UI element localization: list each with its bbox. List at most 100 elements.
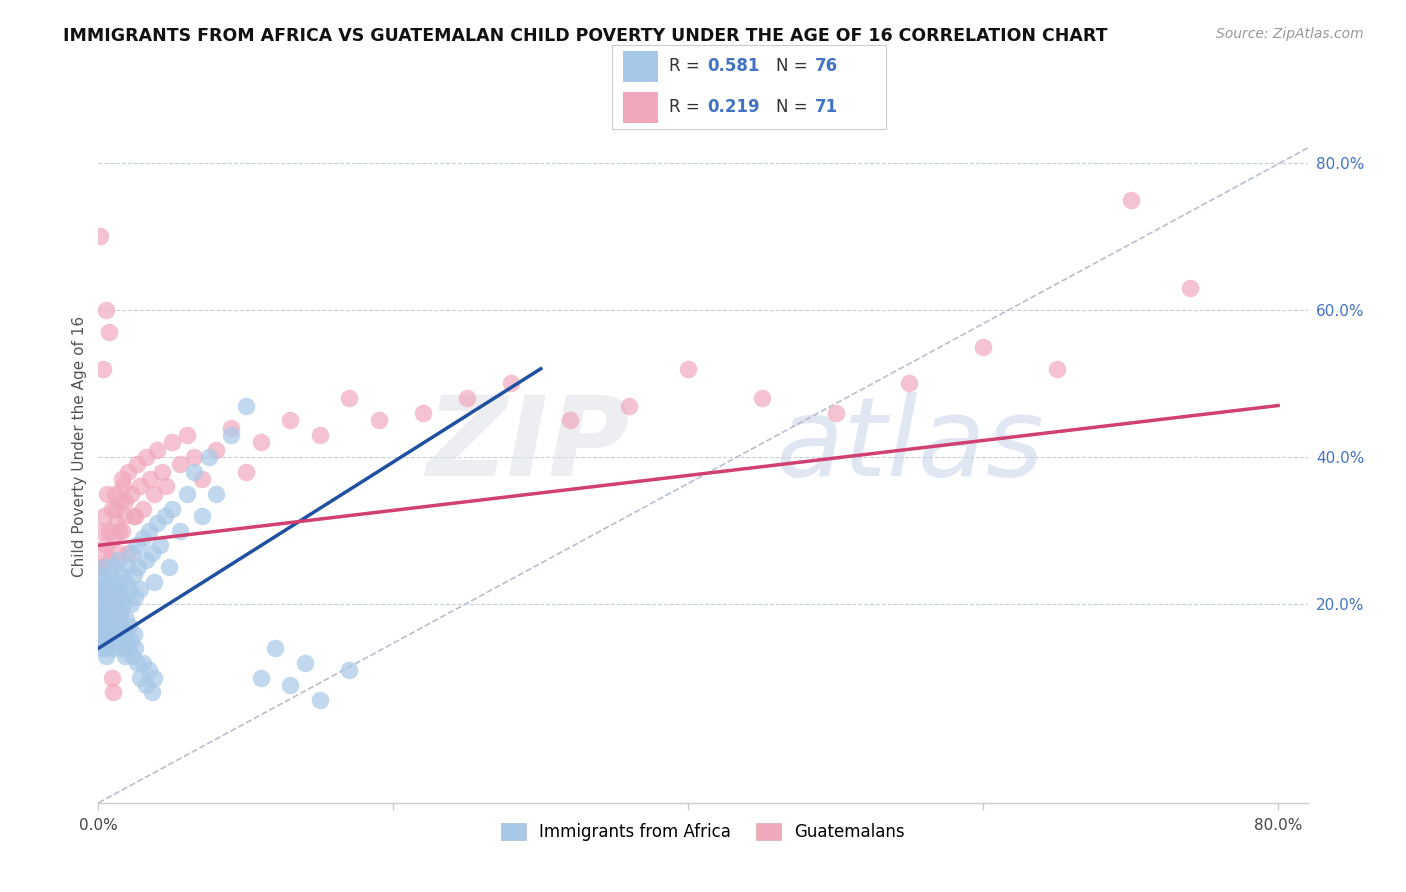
- Point: [91, 590, 114, 604]
- Point: [278, 413, 301, 427]
- Point: [153, 508, 176, 523]
- Point: [98, 590, 121, 604]
- Point: [138, 664, 160, 678]
- Point: [128, 671, 150, 685]
- Point: [117, 560, 139, 574]
- Point: [115, 612, 138, 626]
- Point: [124, 508, 146, 523]
- Point: [101, 605, 124, 619]
- Point: [117, 641, 139, 656]
- Point: [104, 612, 127, 626]
- Point: [98, 597, 121, 611]
- Point: [101, 641, 124, 656]
- Point: [169, 458, 191, 472]
- Point: [114, 494, 136, 508]
- Point: [110, 641, 132, 656]
- Point: [128, 479, 150, 493]
- Point: [157, 560, 180, 574]
- Point: [751, 391, 773, 405]
- Point: [972, 340, 994, 354]
- Point: [114, 508, 136, 523]
- Point: [367, 413, 389, 427]
- Text: ZIP: ZIP: [427, 392, 630, 500]
- Point: [90, 597, 112, 611]
- Point: [121, 546, 143, 560]
- Point: [235, 465, 257, 479]
- Point: [93, 508, 115, 523]
- Point: [117, 465, 139, 479]
- Text: Source: ZipAtlas.com: Source: ZipAtlas.com: [1216, 27, 1364, 41]
- Point: [100, 597, 122, 611]
- Point: [108, 524, 131, 538]
- Point: [90, 634, 112, 648]
- Point: [308, 428, 330, 442]
- Point: [104, 590, 127, 604]
- Point: [264, 641, 287, 656]
- Point: [125, 458, 148, 472]
- Point: [96, 634, 118, 648]
- Point: [125, 656, 148, 670]
- Text: 0.581: 0.581: [707, 57, 761, 75]
- Point: [101, 685, 124, 699]
- Point: [337, 664, 360, 678]
- Point: [89, 582, 111, 597]
- Point: [107, 553, 129, 567]
- Point: [100, 671, 122, 685]
- Point: [89, 619, 111, 633]
- Point: [120, 487, 142, 501]
- Point: [90, 634, 112, 648]
- FancyBboxPatch shape: [623, 52, 658, 82]
- Point: [105, 597, 128, 611]
- Text: 71: 71: [814, 98, 838, 116]
- Text: IMMIGRANTS FROM AFRICA VS GUATEMALAN CHILD POVERTY UNDER THE AGE OF 16 CORRELATI: IMMIGRANTS FROM AFRICA VS GUATEMALAN CHI…: [63, 27, 1108, 45]
- Point: [114, 575, 136, 590]
- Point: [98, 553, 121, 567]
- Point: [149, 538, 172, 552]
- Point: [124, 590, 146, 604]
- Point: [619, 399, 641, 413]
- Point: [104, 487, 127, 501]
- Point: [91, 361, 114, 376]
- Text: 0.219: 0.219: [707, 98, 761, 116]
- Point: [120, 597, 142, 611]
- Point: [678, 361, 700, 376]
- Point: [235, 399, 257, 413]
- Point: [112, 597, 135, 611]
- Point: [155, 479, 177, 493]
- Point: [124, 641, 146, 656]
- Point: [112, 634, 135, 648]
- Point: [125, 538, 148, 552]
- Point: [205, 487, 228, 501]
- Text: N =: N =: [776, 98, 813, 116]
- Point: [97, 325, 120, 339]
- Y-axis label: Child Poverty Under the Age of 16: Child Poverty Under the Age of 16: [72, 316, 87, 576]
- Point: [143, 575, 166, 590]
- Point: [94, 605, 117, 619]
- Point: [91, 619, 114, 633]
- Point: [97, 575, 120, 590]
- Point: [824, 406, 846, 420]
- Point: [101, 531, 124, 545]
- Point: [93, 560, 115, 574]
- Point: [110, 494, 132, 508]
- Point: [93, 626, 115, 640]
- Point: [160, 501, 183, 516]
- Point: [100, 501, 122, 516]
- Point: [278, 678, 301, 692]
- Point: [110, 567, 132, 582]
- Point: [190, 508, 212, 523]
- Point: [183, 450, 205, 464]
- Point: [412, 406, 434, 420]
- Point: [111, 524, 134, 538]
- Point: [131, 531, 153, 545]
- Point: [143, 487, 166, 501]
- Point: [131, 501, 153, 516]
- Point: [249, 671, 271, 685]
- Point: [98, 612, 121, 626]
- Point: [294, 656, 316, 670]
- Point: [146, 442, 169, 457]
- Point: [138, 524, 160, 538]
- Text: atlas: atlas: [776, 392, 1045, 500]
- Point: [105, 634, 128, 648]
- Point: [139, 472, 162, 486]
